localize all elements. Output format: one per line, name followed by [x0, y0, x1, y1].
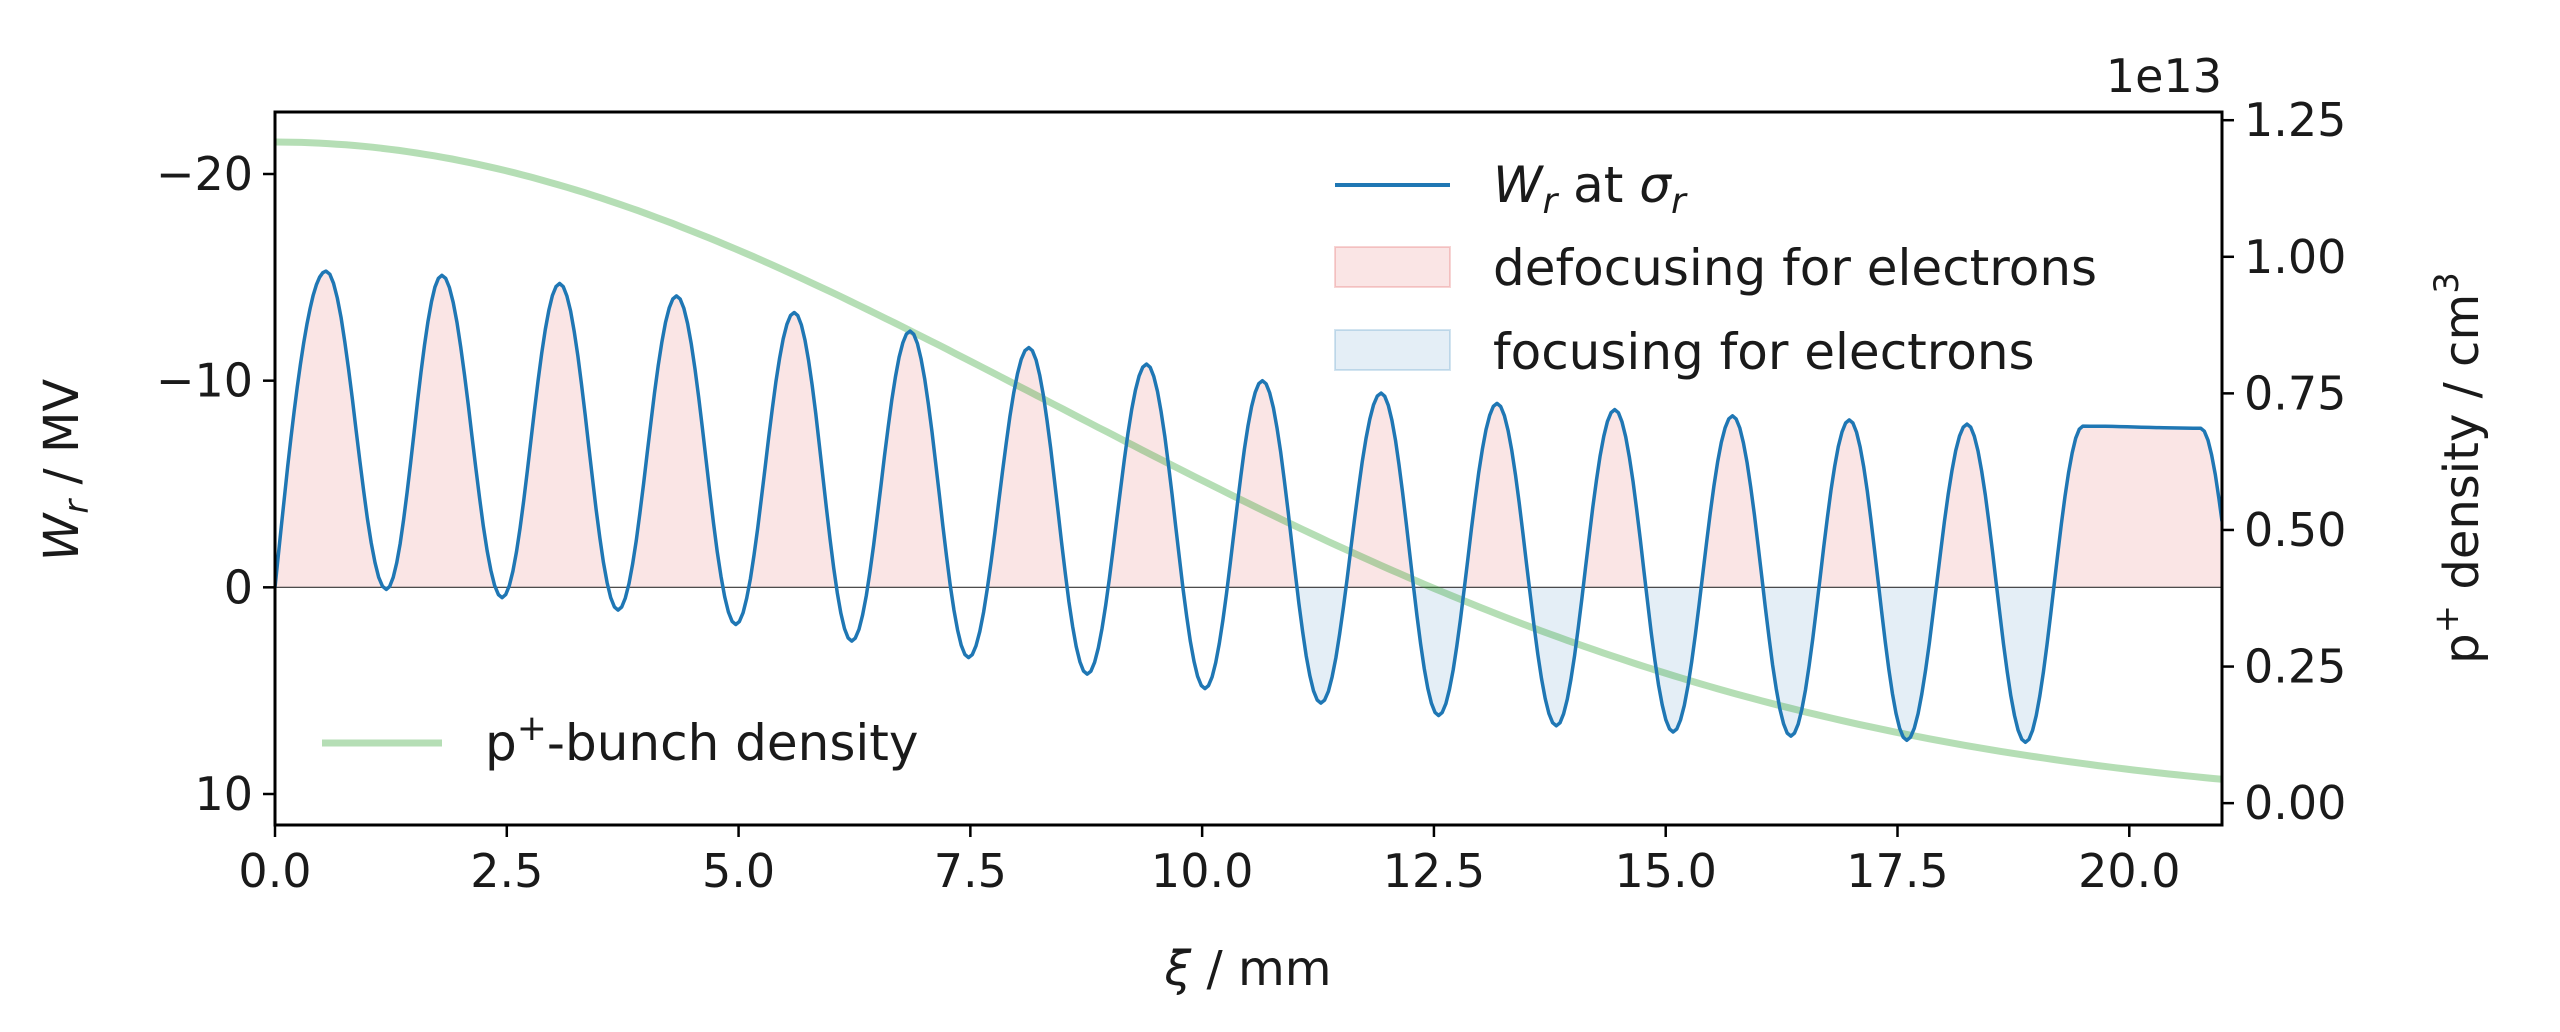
plot-frame: [273, 110, 2224, 827]
x-tick-label: 15.0: [1615, 844, 1717, 898]
x-axis: 0.0 2.5 5.0 7.5 10.0 12.5 15.0 17.5 20.0: [238, 825, 2180, 898]
legend-defocusing-swatch: [1334, 246, 1451, 288]
right-axis-offset-text: 1e13: [2106, 49, 2222, 103]
y-left-tick-label: 10: [194, 767, 253, 821]
y-axis-left: −20 −10 0 10: [156, 147, 275, 821]
legend-upper: Wr at σr defocusing for electrons focusi…: [1334, 156, 2097, 381]
x-tick-label: 7.5: [934, 844, 1007, 898]
y-axis-left-label: Wr / MV: [34, 379, 97, 562]
y-left-tick-label: 0: [224, 560, 253, 614]
y-right-tick-label: 0.75: [2244, 366, 2346, 420]
wr-line: [275, 269, 2222, 745]
x-tick-label: 12.5: [1383, 844, 1485, 898]
x-tick-label: 10.0: [1151, 844, 1253, 898]
legend-focusing-swatch: [1334, 329, 1451, 371]
y-right-tick-label: 1.00: [2244, 230, 2346, 284]
x-tick-label: 17.5: [1846, 844, 1948, 898]
x-tick-label: 20.0: [2078, 844, 2180, 898]
legend-wr-label: Wr at σr: [1493, 156, 1688, 222]
y-right-tick-label: 0.25: [2244, 640, 2346, 694]
x-tick-label: 0.0: [238, 844, 311, 898]
legend-focusing-label: focusing for electrons: [1493, 323, 2035, 381]
y-axis-right-label: p+ density / cm3: [2427, 272, 2490, 664]
legend-density-label: p+-bunch density: [485, 708, 918, 772]
x-axis-label: ξ / mm: [1164, 941, 1332, 997]
y-right-tick-label: 1.25: [2244, 93, 2346, 147]
x-tick-label: 2.5: [470, 844, 543, 898]
density-line: [275, 138, 2222, 783]
legend-lower: p+-bunch density: [322, 708, 918, 772]
focusing-fill: [1229, 587, 2222, 743]
y-left-tick-label: −10: [156, 354, 253, 408]
y-right-tick-label: 0.00: [2244, 776, 2346, 830]
y-left-tick-label: −20: [156, 147, 253, 201]
y-right-tick-label: 0.50: [2244, 503, 2346, 557]
y-axis-right: 0.00 0.25 0.50 0.75 1.00 1.25: [2222, 93, 2346, 830]
legend-defocusing-label: defocusing for electrons: [1493, 239, 2097, 297]
series-lines: [275, 138, 2222, 783]
x-tick-label: 5.0: [702, 844, 775, 898]
